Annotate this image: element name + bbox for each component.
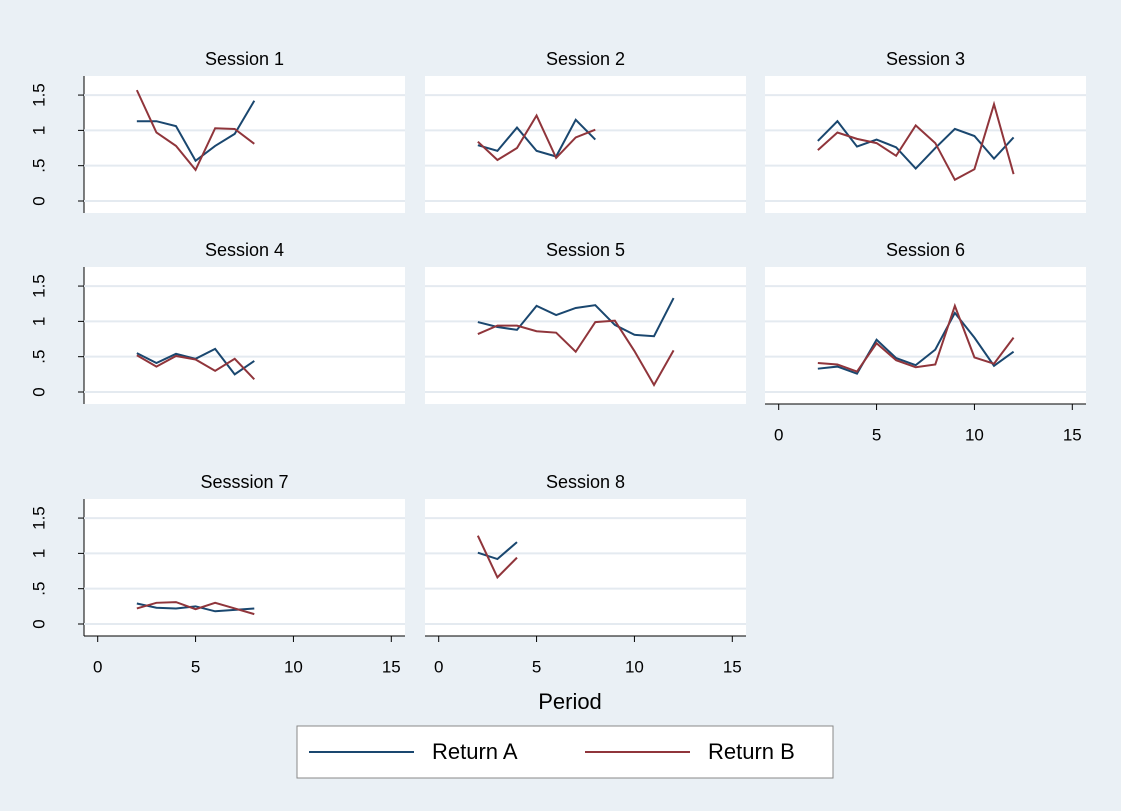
- y-tick-label: 1.5: [29, 83, 48, 107]
- panel-header: [84, 235, 405, 267]
- panel-title: Session 4: [205, 240, 284, 260]
- y-tick-label: 0: [29, 196, 48, 205]
- line-series: [817, 302, 1015, 373]
- plot-area: [425, 499, 746, 636]
- panel-title: Session 1: [205, 49, 284, 69]
- panel-title: Session 3: [886, 49, 965, 69]
- y-tick-label: 1: [29, 317, 48, 326]
- plot-area: [765, 267, 1086, 404]
- panel-title: Session 5: [546, 240, 625, 260]
- panel-header: [425, 44, 746, 76]
- y-tick-label: .5: [29, 159, 48, 173]
- panel-header: [425, 235, 746, 267]
- line-series: [476, 535, 518, 580]
- x-tick-label: 5: [191, 657, 200, 676]
- x-tick-label: 0: [93, 657, 102, 676]
- line-series: [135, 89, 255, 172]
- y-tick-label: 1: [29, 126, 48, 135]
- panel-title: Sesssion 7: [200, 472, 288, 492]
- x-tick-label: 15: [723, 657, 742, 676]
- line-series: [477, 319, 675, 387]
- legend-label: Return B: [708, 739, 795, 764]
- y-tick-label: 0: [29, 619, 48, 628]
- line-series: [477, 118, 596, 158]
- x-tick-label: 0: [434, 657, 443, 676]
- y-tick-label: 1.5: [29, 506, 48, 530]
- line-series: [477, 541, 518, 561]
- line-series: [136, 100, 256, 163]
- line-series: [136, 602, 255, 613]
- x-tick-label: 0: [774, 425, 783, 444]
- x-tick-label: 15: [382, 657, 401, 676]
- line-series: [817, 119, 1015, 170]
- panel-title: Session 6: [886, 240, 965, 260]
- panel-title: Session 8: [546, 472, 625, 492]
- plot-area: [84, 76, 405, 213]
- panel-title: Session 2: [546, 49, 625, 69]
- line-series: [477, 113, 596, 162]
- panel-header: [84, 467, 405, 499]
- plot-area: [84, 267, 405, 404]
- x-tick-label: 10: [625, 657, 644, 676]
- x-axis-title: Period: [538, 689, 602, 714]
- line-series: [817, 100, 1015, 182]
- y-tick-label: 1.5: [29, 274, 48, 298]
- x-tick-label: 5: [872, 425, 881, 444]
- panel-header: [425, 467, 746, 499]
- plot-area: [425, 76, 746, 213]
- x-tick-label: 5: [532, 657, 541, 676]
- line-series: [136, 601, 255, 616]
- legend-label: Return A: [432, 739, 518, 764]
- x-tick-label: 10: [284, 657, 303, 676]
- x-tick-label: 15: [1063, 425, 1082, 444]
- y-tick-label: .5: [29, 582, 48, 596]
- plot-area: [765, 76, 1086, 213]
- panel-header: [84, 44, 405, 76]
- x-tick-label: 10: [965, 425, 984, 444]
- line-series: [477, 297, 675, 338]
- line-series: [817, 311, 1015, 375]
- y-tick-label: 0: [29, 387, 48, 396]
- y-tick-label: .5: [29, 350, 48, 364]
- plot-area: [84, 499, 405, 636]
- panel-header: [765, 235, 1086, 267]
- y-tick-label: 1: [29, 549, 48, 558]
- line-series: [136, 354, 256, 380]
- panel-header: [765, 44, 1086, 76]
